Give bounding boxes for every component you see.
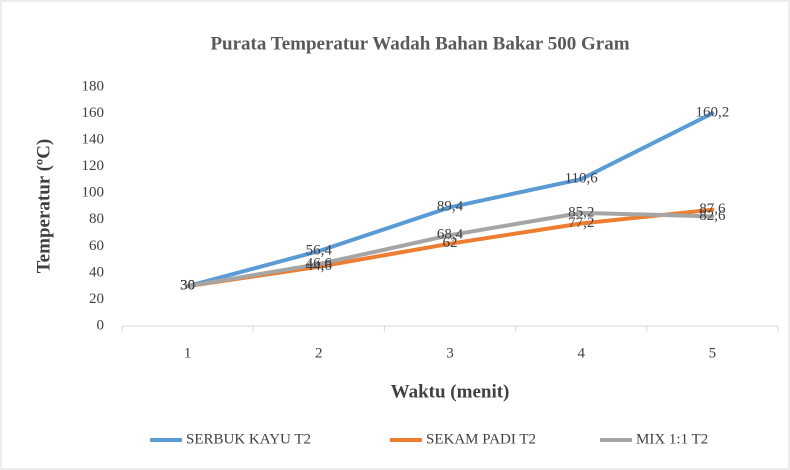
y-tick-label: 140 bbox=[82, 132, 105, 148]
x-axis-title: Waktu (menit) bbox=[391, 381, 510, 402]
legend-label: SERBUK KAYU T2 bbox=[186, 431, 311, 447]
y-tick-label: 160 bbox=[82, 105, 105, 121]
data-label: 77,2 bbox=[568, 215, 594, 231]
x-tick-label: 3 bbox=[446, 345, 454, 361]
x-tick-label: 1 bbox=[184, 345, 192, 361]
data-label: 30 bbox=[180, 278, 195, 294]
y-tick-label: 40 bbox=[89, 264, 104, 280]
x-tick-label: 2 bbox=[315, 345, 323, 361]
data-label: 44,6 bbox=[306, 258, 333, 274]
y-axis-title: Temperatur (ºC) bbox=[33, 139, 54, 274]
data-label: 46,6 bbox=[306, 256, 333, 272]
y-tick-label: 100 bbox=[82, 185, 105, 201]
legend-label: MIX 1:1 T2 bbox=[636, 431, 708, 447]
x-tick-label: 4 bbox=[577, 345, 585, 361]
y-tick-label: 60 bbox=[89, 238, 104, 254]
chart-title: Purata Temperatur Wadah Bahan Bakar 500 … bbox=[210, 33, 629, 54]
series-line bbox=[185, 111, 715, 289]
data-label: 87,6 bbox=[699, 201, 726, 217]
y-tick-label: 0 bbox=[97, 317, 105, 333]
series-line bbox=[185, 210, 715, 289]
y-tick-label: 180 bbox=[82, 78, 105, 94]
data-label: 62 bbox=[443, 235, 458, 251]
data-label: 85,2 bbox=[568, 204, 594, 220]
data-label: 110,6 bbox=[565, 171, 599, 187]
y-tick-label: 120 bbox=[82, 158, 105, 174]
x-tick-label: 5 bbox=[709, 345, 717, 361]
legend-label: SEKAM PADI T2 bbox=[426, 431, 536, 447]
data-label: 30 bbox=[180, 278, 195, 294]
y-tick-label: 80 bbox=[89, 211, 104, 227]
data-label: 160,2 bbox=[696, 105, 730, 121]
data-label: 82,6 bbox=[699, 208, 726, 224]
data-label: 56,4 bbox=[306, 243, 333, 259]
data-label: 68,4 bbox=[437, 227, 464, 243]
data-label: 30 bbox=[180, 278, 195, 294]
data-label: 89,4 bbox=[437, 199, 464, 215]
y-tick-label: 20 bbox=[89, 291, 104, 307]
